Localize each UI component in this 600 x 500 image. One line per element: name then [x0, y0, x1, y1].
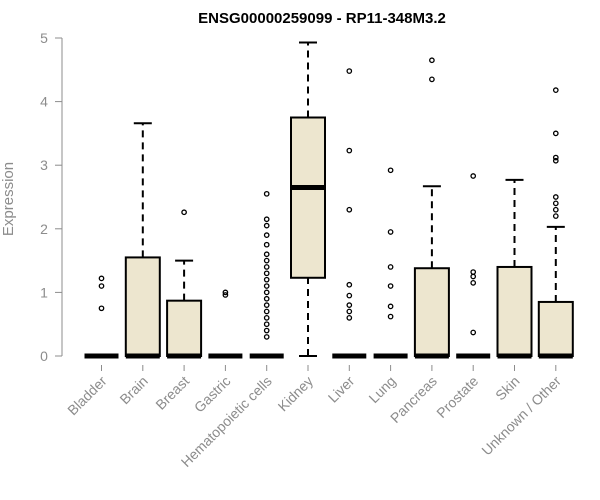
box-breast	[166, 209, 203, 359]
outlier-point	[263, 302, 270, 308]
outlier-point	[387, 313, 394, 320]
y-axis-label: Expression	[0, 162, 17, 236]
outlier-point	[470, 329, 477, 336]
outlier-point	[263, 327, 270, 334]
y-axis-ticks: 0 1 2 3 4 5	[40, 30, 62, 364]
outlier-point	[552, 154, 559, 161]
box-skin	[496, 178, 533, 359]
iqr-box	[290, 116, 326, 279]
outlier-point	[98, 305, 105, 312]
box-kidney	[290, 41, 326, 357]
outlier-point	[222, 289, 229, 296]
outlier-point	[346, 314, 353, 321]
outlier-point	[346, 68, 353, 74]
x-tick-label: Bladder	[64, 373, 110, 419]
outlier-point	[387, 229, 394, 235]
outlier-point	[552, 194, 559, 200]
iqr-box	[124, 256, 161, 358]
iqr-box	[166, 299, 203, 357]
outlier-point	[387, 283, 394, 289]
outlier-point	[552, 157, 559, 164]
box-lung	[373, 167, 408, 359]
outlier-point	[263, 295, 270, 302]
outlier-point	[346, 308, 353, 315]
box-hematopoietic-cells	[249, 190, 284, 359]
box-bladder	[84, 275, 119, 359]
iqr-box	[496, 265, 533, 357]
y-tick-label: 4	[40, 94, 48, 110]
y-tick-label: 5	[40, 30, 48, 46]
outlier-point	[98, 275, 105, 282]
outlier-point	[346, 206, 353, 213]
outlier-point	[552, 87, 559, 94]
outlier-point	[263, 308, 270, 315]
outlier-point	[263, 270, 270, 277]
chart-title: ENSG00000259099 - RP11-348M3.2	[198, 10, 446, 27]
y-tick-label: 2	[40, 221, 48, 237]
iqr-box	[413, 267, 450, 357]
outlier-point	[263, 321, 270, 328]
outlier-point	[222, 292, 229, 298]
outlier-point	[346, 147, 353, 154]
box-pancreas	[413, 57, 450, 359]
outlier-point	[263, 251, 270, 258]
plot-area	[84, 41, 574, 359]
outlier-point	[263, 216, 270, 223]
outlier-point	[263, 283, 270, 289]
x-tick-label: Brain	[116, 373, 150, 407]
box-brain	[124, 122, 161, 359]
x-tick-label: Lung	[365, 373, 398, 406]
outlier-point	[470, 269, 477, 275]
iqr-box	[537, 300, 574, 358]
outlier-point	[181, 209, 187, 216]
outlier-point	[98, 283, 105, 289]
outlier-point	[263, 334, 270, 340]
x-tick-label: Prostate	[433, 373, 481, 421]
outlier-point	[263, 222, 270, 229]
outlier-point	[470, 280, 477, 286]
box-liver	[332, 68, 367, 359]
box-unknown-other	[537, 87, 574, 359]
y-tick-label: 1	[40, 284, 48, 300]
outlier-point	[552, 130, 559, 137]
outlier-point	[263, 257, 270, 264]
x-tick-label: Skin	[492, 373, 523, 404]
outlier-point	[552, 213, 559, 219]
outlier-point	[263, 314, 270, 321]
outlier-point	[346, 302, 353, 308]
outlier-point	[387, 167, 394, 174]
box-gastric	[208, 289, 243, 359]
outlier-point	[429, 76, 435, 83]
outlier-point	[263, 232, 270, 239]
box-prostate	[456, 173, 491, 359]
outlier-point	[263, 289, 270, 296]
outlier-point	[552, 200, 559, 207]
x-tick-label: Breast	[152, 373, 192, 413]
outlier-point	[470, 173, 477, 179]
outlier-point	[387, 303, 394, 310]
outlier-point	[346, 292, 353, 299]
outlier-point	[263, 190, 270, 197]
y-tick-label: 3	[40, 157, 48, 173]
outlier-point	[263, 241, 270, 248]
outlier-point	[263, 264, 270, 270]
outlier-point	[263, 276, 270, 283]
x-tick-label: Kidney	[275, 373, 317, 415]
outlier-point	[552, 206, 559, 213]
y-tick-label: 0	[40, 348, 48, 364]
x-tick-label: Liver	[325, 373, 358, 406]
outlier-point	[387, 264, 394, 270]
outlier-point	[346, 281, 353, 288]
outlier-point	[429, 57, 435, 64]
outlier-point	[470, 273, 477, 280]
